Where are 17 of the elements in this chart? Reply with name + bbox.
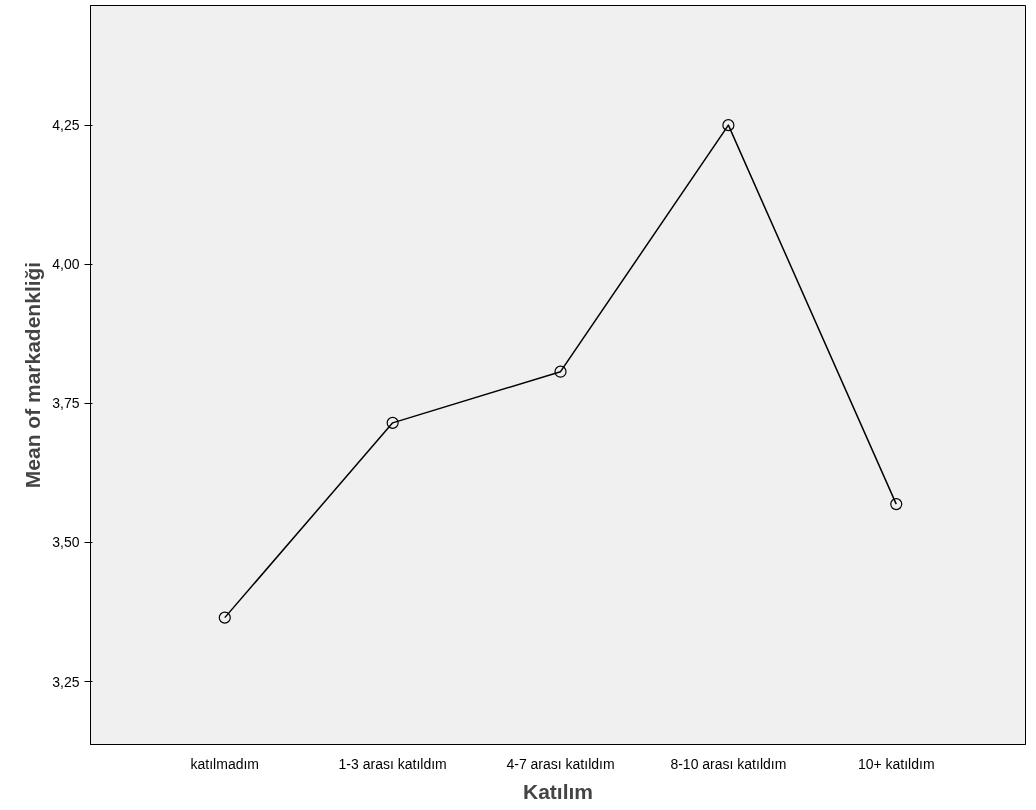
x-tick-label: 1-3 arası katıldım [338, 755, 447, 772]
y-tick-label: 3,50 [52, 534, 80, 551]
y-tick-label: 3,75 [52, 395, 80, 412]
y-tick-label: 4,00 [52, 256, 80, 273]
point [890, 498, 903, 511]
x-axis-title: Katılım [522, 779, 594, 803]
y-tick-label: 3,25 [52, 673, 80, 690]
point [722, 119, 735, 132]
y-axis-title: Mean of markadenkliği [21, 261, 45, 489]
point [218, 611, 231, 624]
x-tick-label: 4-7 arası katıldım [506, 755, 615, 772]
point [386, 416, 399, 429]
x-tick-label: 10+ katıldım [857, 755, 935, 772]
x-tick-label: 8-10 arası katıldım [670, 755, 787, 772]
y-tick-label: 4,25 [52, 117, 80, 134]
point [554, 365, 567, 378]
x-tick-label: katılmadım [190, 755, 260, 772]
